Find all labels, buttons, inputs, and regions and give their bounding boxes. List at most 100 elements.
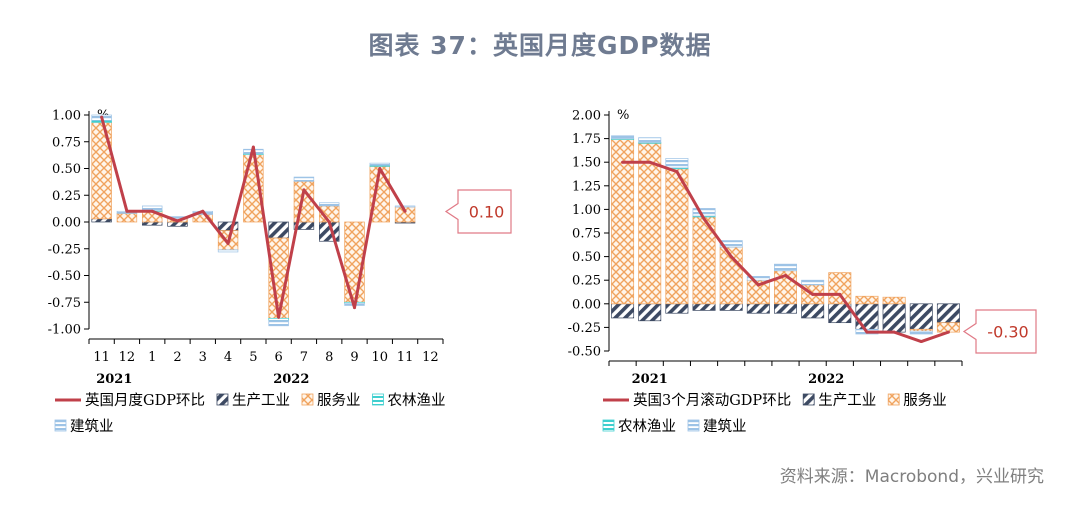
bar-industry [746, 303, 770, 314]
bar-construction [746, 276, 770, 281]
legend-label: 服务业 [317, 392, 361, 409]
gdp-point [201, 209, 205, 213]
gdp-point [403, 209, 407, 213]
callout-box [444, 189, 512, 234]
y-tick-label: -0.25 [48, 242, 81, 257]
bar-industry [91, 218, 112, 223]
bar-industry [801, 303, 825, 319]
bar-services [611, 139, 635, 305]
legend-label: 建筑业 [703, 418, 747, 435]
gdp-point [702, 217, 706, 221]
gdp-point [811, 292, 815, 296]
legend-label: 农林渔业 [387, 392, 445, 409]
x-tick-label: 10 [372, 350, 389, 365]
gdp-point [756, 283, 760, 287]
x-tick-label: 12 [119, 350, 136, 365]
gdp-point [226, 241, 230, 245]
y-tick-label: 0.00 [572, 297, 601, 312]
bar-industry [719, 303, 743, 311]
bar-services [882, 296, 906, 305]
x-tick-label: 11 [93, 350, 110, 365]
y-tick-label: 0.00 [52, 216, 81, 231]
x-tick-label: 3 [199, 350, 207, 365]
bar-industry [665, 303, 689, 314]
bar-construction [774, 263, 797, 272]
chart-left: 1.00 0.75 0.50 0.25 0.00 -0.25 -0.50 -0.75 -1.00… [48, 108, 512, 435]
bar-services [116, 213, 138, 223]
y-tick-label: 0.25 [572, 274, 601, 289]
legend-label: 服务业 [903, 392, 947, 409]
bar-construction [665, 158, 689, 169]
bar-industry [217, 221, 239, 231]
source-note: 资料来源：Macrobond，兴业研究 [779, 467, 1044, 487]
legend-swatch-services [887, 393, 900, 406]
x-tick-label: 6 [275, 350, 283, 365]
year-label: 2022 [273, 372, 309, 387]
bar-construction [142, 205, 163, 211]
gdp-point [729, 255, 733, 259]
y-tick-label: 1.75 [572, 132, 601, 147]
x-tick-label: 9 [350, 350, 358, 365]
bar-services [665, 168, 689, 305]
legend-swatch-construction [54, 419, 67, 432]
y-tick-label: 2.00 [572, 109, 601, 124]
gdp-point [865, 330, 869, 334]
callout-value: -0.30 [987, 323, 1028, 342]
bar-construction [692, 208, 716, 217]
bar-construction [293, 176, 315, 182]
gdp-point [919, 340, 923, 344]
gdp-point [327, 220, 331, 224]
x-tick-label: 4 [224, 350, 232, 365]
bar-services [828, 272, 852, 305]
unit-label: % [617, 108, 629, 123]
gdp-point [150, 209, 154, 213]
legend-swatch-industry [802, 393, 815, 406]
bar-services [91, 122, 112, 220]
bar-construction [719, 240, 743, 248]
y-tick-label: 0.25 [52, 189, 81, 204]
legend-swatch-industry [216, 393, 229, 406]
legend-label: 生产工业 [818, 392, 876, 409]
bar-construction [268, 320, 289, 327]
gdp-point [125, 209, 129, 213]
x-tick-label: 1 [148, 350, 156, 365]
y-tick-label: 1.00 [52, 109, 81, 124]
bar-industry [855, 303, 879, 330]
legend-swatch-agriculture [602, 419, 615, 432]
gdp-point [277, 315, 281, 319]
gdp-point [251, 145, 255, 149]
bar-services [638, 142, 662, 305]
y-tick-label: -0.50 [568, 345, 601, 360]
gdp-point [100, 115, 104, 119]
bar-industry [692, 303, 716, 311]
legend-swatch-construction [687, 419, 700, 432]
callout-box [962, 309, 1037, 354]
bar-construction [638, 137, 662, 143]
bar-industry [909, 303, 933, 330]
bar-construction [611, 135, 635, 139]
legend-label: 生产工业 [232, 392, 290, 409]
y-tick-label: 1.00 [572, 203, 601, 218]
x-tick-label: 2 [173, 350, 181, 365]
x-tick-label: 8 [325, 350, 333, 365]
y-tick-label: 0.75 [572, 227, 601, 242]
gdp-point [302, 188, 306, 192]
legend-label: 农林渔业 [618, 418, 676, 435]
legend-swatch-services [301, 393, 314, 406]
bar-industry [882, 303, 906, 333]
gdp-point [621, 160, 625, 164]
bar-industry [774, 303, 797, 314]
bar-industry [142, 221, 163, 226]
year-label: 2021 [632, 372, 668, 387]
y-tick-label: 0.50 [52, 162, 81, 177]
page-title: 图表 37：英国月度GDP数据 [368, 31, 712, 60]
gdp-point [784, 273, 787, 277]
legend-label: 英国月度GDP环比 [85, 391, 205, 409]
gdp-point [353, 306, 356, 310]
bar-industry [936, 303, 960, 324]
bar-construction [319, 202, 340, 207]
x-tick-label: 11 [397, 350, 414, 365]
y-tick-label: 0.50 [572, 250, 601, 265]
bar-construction [801, 279, 825, 286]
